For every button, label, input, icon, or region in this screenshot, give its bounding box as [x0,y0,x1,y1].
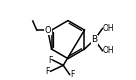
Text: F: F [48,56,52,65]
Text: F: F [70,70,74,79]
Text: OH: OH [102,24,114,33]
Text: F: F [45,67,50,76]
Text: B: B [92,35,98,44]
Text: O: O [44,26,51,35]
Text: OH: OH [102,46,114,55]
